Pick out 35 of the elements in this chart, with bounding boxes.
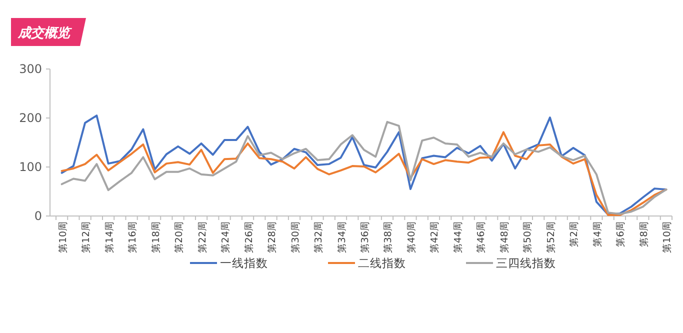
x-tick-label: 第24周	[220, 221, 232, 254]
x-tick-label: 第42周	[428, 221, 441, 254]
x-tick-label: 第38周	[382, 221, 394, 254]
x-tick-label: 第16周	[126, 221, 139, 254]
x-tick-label: 第36周	[359, 221, 371, 254]
y-tick-label: 200	[19, 111, 42, 125]
x-tick-label: 第44周	[452, 221, 464, 254]
x-tick-label: 第40周	[405, 221, 418, 254]
y-tick-label: 0	[34, 209, 42, 223]
x-tick-label: 第46周	[475, 221, 488, 254]
legend-label: 一线指数	[220, 256, 268, 270]
x-tick-label: 第10周	[661, 221, 674, 254]
x-tick-label: 第50周	[522, 221, 534, 254]
x-tick-label: 第32周	[312, 221, 325, 254]
x-tick-label: 第26周	[242, 221, 255, 254]
x-tick-label: 第2周	[568, 221, 580, 248]
x-tick-label: 第18周	[150, 221, 162, 254]
x-tick-label: 第20周	[173, 221, 186, 254]
x-tick-label: 第48周	[498, 221, 510, 254]
legend-label: 二线指数	[358, 256, 406, 270]
x-tick-label: 第28周	[266, 221, 278, 254]
x-tick-label: 第22周	[196, 221, 208, 254]
x-tick-label: 第52周	[544, 221, 557, 254]
x-tick-label: 第8周	[638, 221, 650, 248]
y-tick-label: 300	[19, 62, 42, 76]
chart-title: 成交概览	[17, 25, 73, 41]
x-tick-label: 第6周	[614, 221, 627, 248]
y-tick-label: 100	[19, 160, 42, 174]
x-tick-label: 第4周	[591, 221, 604, 248]
x-tick-label: 第14周	[103, 221, 116, 254]
x-tick-label: 第10周	[56, 221, 69, 254]
x-tick-label: 第34周	[336, 221, 348, 254]
x-tick-label: 第30周	[289, 221, 302, 254]
x-tick-label: 第12周	[80, 221, 92, 254]
legend-label: 三四线指数	[496, 256, 556, 270]
